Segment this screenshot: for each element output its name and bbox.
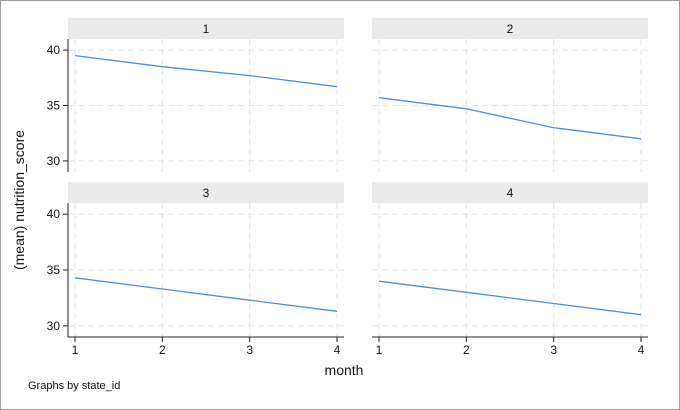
x-tick-label: 1 <box>72 343 79 357</box>
series-line-4 <box>378 280 642 316</box>
panel-3: 3 <box>68 182 344 337</box>
x-tick-label: 4 <box>638 343 645 357</box>
panel-strip <box>372 182 648 203</box>
x-tick-label: 2 <box>159 343 166 357</box>
by-note: Graphs by state_id <box>28 380 120 392</box>
axes-group: 30 35 40 30 35 40 1 2 3 4 1 2 3 4 <box>47 39 648 357</box>
x-tick-label: 3 <box>246 343 253 357</box>
x-tick-label: 3 <box>550 343 557 357</box>
panel-title: 3 <box>203 186 210 200</box>
x-tick-label: 2 <box>463 343 470 357</box>
panel-strip <box>68 182 344 203</box>
panel-title: 2 <box>507 22 514 36</box>
y-tick-label: 35 <box>47 263 61 277</box>
x-tick-label: 1 <box>376 343 383 357</box>
x-tick-label: 4 <box>334 343 341 357</box>
y-axis-title: (mean) nutrition_score <box>11 130 27 270</box>
series-line-1 <box>74 54 338 88</box>
series-line-3 <box>74 277 338 312</box>
panel-strip <box>372 18 648 39</box>
y-tick-label: 40 <box>47 43 61 57</box>
panel-4: 4 <box>372 182 648 337</box>
panel-title: 4 <box>507 186 514 200</box>
panels-group: 1 2 3 4 <box>68 18 648 337</box>
panel-1: 1 <box>68 18 344 172</box>
series-line-2 <box>378 97 642 140</box>
y-tick-label: 30 <box>47 154 61 168</box>
x-axis-title: month <box>325 362 364 378</box>
panel-2: 2 <box>372 18 648 172</box>
y-tick-label: 35 <box>47 99 61 113</box>
panel-strip <box>68 18 344 39</box>
y-tick-label: 40 <box>47 207 61 221</box>
y-tick-label: 30 <box>47 319 61 333</box>
panel-title: 1 <box>203 22 210 36</box>
